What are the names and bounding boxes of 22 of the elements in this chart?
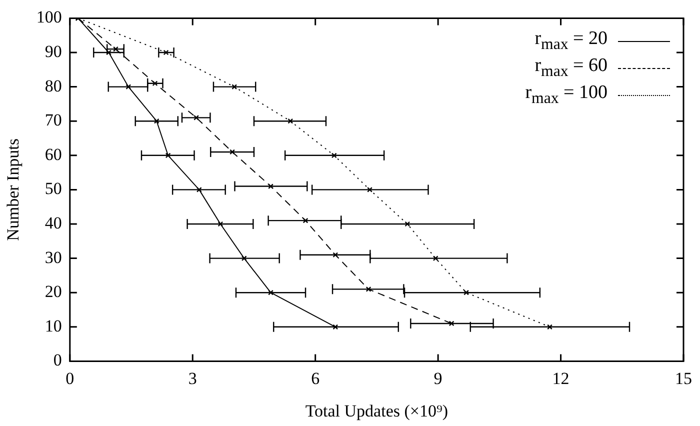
x-tick-label: 12 (552, 368, 570, 388)
legend-label: r$_{max}$ = 20 (534, 28, 608, 55)
x-tick-label: 3 (188, 368, 197, 388)
y-tick-label: 20 (44, 282, 62, 302)
x-tick-label: 6 (311, 368, 320, 388)
x-tick-label: 9 (434, 368, 442, 388)
y-tick-label: 60 (44, 144, 62, 164)
y-tick-label: 10 (44, 316, 62, 336)
x-axis-title: Total Updates (×10⁹) (305, 401, 448, 420)
x-tick-label: 15 (675, 368, 692, 388)
y-tick-label: 40 (44, 213, 62, 232)
y-tick-label: 70 (44, 110, 62, 130)
legend-label: r$_{max}$ = 60 (534, 54, 608, 82)
legend-label: r$_{max}$ = 100 (525, 82, 608, 109)
y-tick-label: 0 (53, 350, 62, 370)
y-tick-label: 80 (44, 76, 62, 96)
y-tick-label: 100 (36, 8, 62, 27)
y-tick-label: 90 (44, 42, 62, 61)
y-axis-title: Number Inputs (4, 138, 23, 241)
x-tick-label: 0 (66, 368, 74, 388)
y-tick-label: 30 (44, 248, 62, 267)
y-tick-label: 50 (44, 179, 62, 198)
